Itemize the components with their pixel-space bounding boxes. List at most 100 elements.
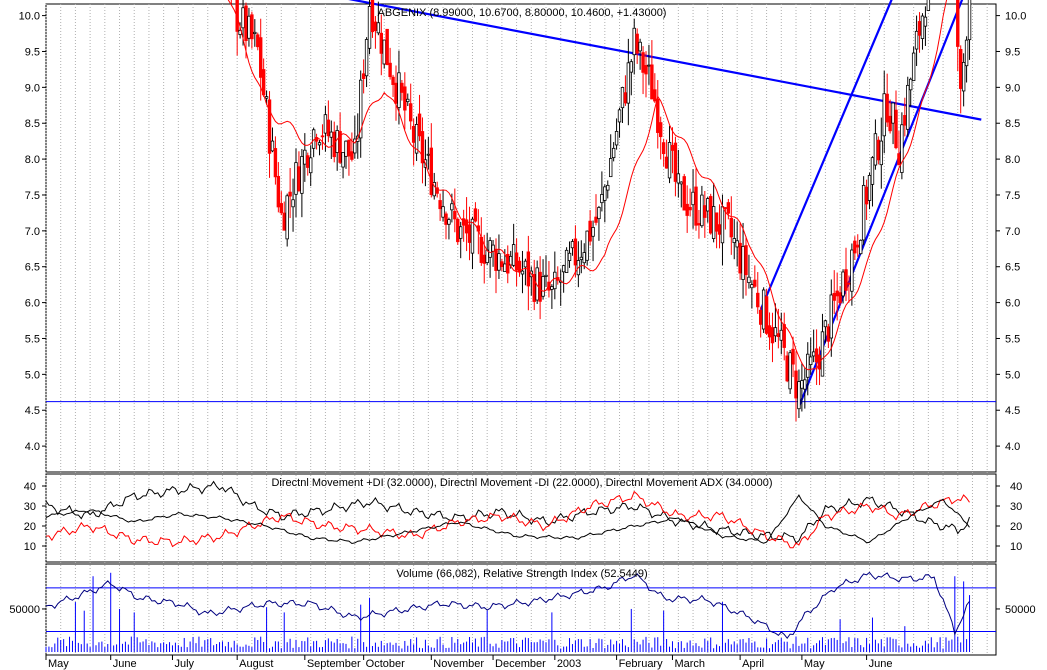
candle-down — [885, 93, 889, 123]
dmi-tick-label: 40 — [24, 481, 36, 493]
volume-rsi-chart-title: Volume (66,082), Relative Strength Index… — [396, 568, 647, 580]
dmi-axis-right: 40 30 20 10 — [996, 481, 1022, 553]
candle-down — [453, 210, 457, 220]
candle-up — [414, 124, 419, 154]
candle-up — [911, 52, 916, 81]
candle-up — [341, 152, 345, 168]
candle-up — [891, 102, 895, 124]
candle-down — [832, 292, 836, 301]
month-tick-label: December — [495, 658, 546, 670]
price-tick-label: 5.0 — [1005, 369, 1020, 381]
price-tick-label: 5.0 — [25, 369, 40, 381]
candle-down — [956, 0, 960, 47]
candle-down — [361, 73, 366, 79]
candle-up — [564, 249, 569, 273]
adx-line — [45, 494, 970, 545]
candle-up — [241, 7, 245, 29]
price-tick-label: 8.5 — [25, 118, 40, 130]
candle-up — [841, 271, 845, 297]
candle-up — [323, 114, 328, 134]
dmi-tick-label: 30 — [1010, 501, 1022, 513]
candle-down — [847, 282, 851, 285]
candle-down — [685, 203, 689, 216]
price-tick-label: 8.0 — [25, 154, 40, 166]
candle-up — [606, 184, 610, 191]
candle-up — [926, 0, 931, 11]
candle-down — [835, 290, 839, 297]
candle-down — [279, 203, 283, 214]
price-tick-label: 9.0 — [25, 82, 40, 94]
candle-down — [538, 271, 542, 302]
candle-up — [779, 329, 783, 341]
candle-down — [844, 269, 848, 291]
dmi-chart-title: Directnl Movement +DI (32.0000), Directn… — [271, 477, 772, 489]
candle-down — [388, 62, 392, 78]
price-tick-label: 7.5 — [25, 190, 40, 202]
candle-up — [570, 241, 575, 249]
candle-up — [900, 124, 904, 173]
candle-down — [888, 115, 892, 132]
candle-up — [747, 276, 751, 284]
candle-down — [417, 113, 422, 137]
month-tick-label: October — [366, 658, 405, 670]
candle-up — [309, 157, 313, 174]
candle-up — [491, 244, 495, 252]
month-tick-label: May — [804, 658, 825, 670]
price-trend-lines — [46, 0, 996, 408]
candle-down — [379, 32, 383, 54]
candle-down — [594, 216, 598, 223]
candle-down — [661, 142, 666, 155]
volume-rsi-panel: 50000 50000 Volume (66,082), Relative St… — [9, 568, 1036, 652]
candle-up — [329, 131, 333, 138]
candle-down — [776, 333, 781, 337]
candle-down — [903, 115, 907, 126]
candle-down — [588, 220, 592, 242]
candle-down — [644, 65, 648, 75]
candle-up — [303, 149, 307, 165]
candle-down — [409, 103, 413, 122]
candle-up — [806, 353, 810, 378]
price-tick-label: 4.5 — [25, 405, 40, 417]
candle-up — [523, 260, 528, 268]
candle-up — [626, 62, 631, 104]
candle-down — [959, 48, 963, 89]
month-tick-label: March — [674, 658, 705, 670]
candle-up — [800, 380, 804, 389]
candle-up — [611, 147, 616, 159]
candle-down — [288, 191, 292, 197]
price-tick-label: 7.5 — [1005, 190, 1020, 202]
candle-up — [264, 96, 269, 99]
price-tick-label: 6.0 — [25, 298, 40, 310]
volume-tick-label: 50000 — [9, 604, 40, 616]
candle-up — [609, 158, 613, 178]
candle-down — [791, 348, 795, 365]
candle-up — [720, 206, 725, 244]
candle-down — [682, 176, 686, 211]
candle-up — [859, 239, 863, 255]
vertical-gridlines — [45, 4, 988, 655]
price-tick-label: 6.5 — [1005, 262, 1020, 274]
candle-up — [850, 249, 854, 292]
candle-up — [441, 206, 445, 218]
trend-line — [759, 0, 893, 311]
candle-down — [411, 125, 416, 143]
candle-up — [867, 174, 872, 201]
candle-up — [820, 331, 825, 377]
candle-up — [735, 240, 739, 248]
candle-up — [773, 327, 778, 337]
candle-up — [706, 198, 710, 212]
price-tick-label: 9.0 — [1005, 82, 1020, 94]
candle-down — [438, 200, 442, 210]
candle-up — [667, 142, 672, 179]
price-chart-title: ABGENIX (8.99000, 10.6700, 8.80000, 10.4… — [378, 7, 667, 19]
candle-up — [553, 271, 557, 290]
candle-down — [282, 212, 286, 231]
month-tick-label: April — [742, 658, 764, 670]
candle-up — [359, 79, 363, 139]
candle-up — [676, 173, 681, 184]
candle-down — [897, 153, 901, 166]
candle-up — [711, 206, 716, 239]
candle-up — [579, 256, 583, 260]
dmi-tick-label: 10 — [1010, 541, 1022, 553]
candle-down — [259, 37, 263, 78]
